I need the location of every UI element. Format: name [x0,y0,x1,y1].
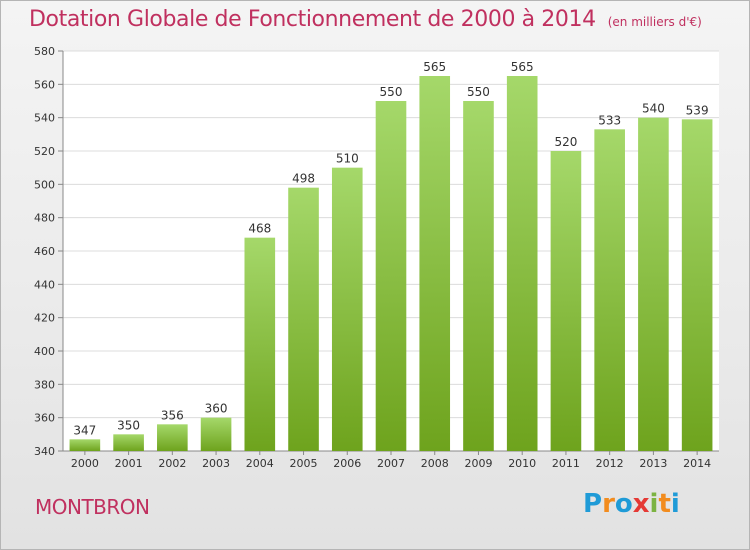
x-tick-label: 2008 [421,457,449,470]
x-tick-label: 2011 [552,457,580,470]
y-tick-label: 480 [34,212,55,225]
bar [594,129,625,452]
bar [288,187,319,451]
x-tick-label: 2013 [639,457,667,470]
data-label: 468 [248,222,271,236]
bar [506,76,538,451]
y-tick-label: 340 [34,445,55,458]
data-label: 498 [292,172,315,186]
chart-unit: (en milliers d'€) [607,15,702,29]
bar [463,101,494,451]
x-tick-label: 2012 [596,457,624,470]
logo-letter: r [602,489,615,519]
x-tick-label: 2003 [202,457,230,470]
y-tick-label: 380 [34,378,55,391]
x-tick-label: 2006 [333,457,361,470]
logo-letter: i [649,489,659,519]
bar [113,434,144,451]
x-tick-label: 2009 [464,457,492,470]
y-tick-label: 500 [34,178,55,191]
x-tick-label: 2010 [508,457,536,470]
data-label: 550 [467,85,490,99]
chart-title-text: Dotation Globale de Fonctionnement de 20… [29,7,596,32]
bar [550,151,582,451]
data-label: 510 [336,152,359,166]
commune-name: MONTBRON [35,495,150,519]
logo-letter: o [614,489,633,519]
data-label: 347 [73,423,96,437]
data-label: 520 [554,135,577,149]
y-tick-label: 520 [34,145,55,158]
logo-letter: x [632,489,650,519]
bar [157,424,188,451]
y-tick-label: 400 [34,345,55,358]
bar [638,117,669,452]
data-label: 550 [380,85,403,99]
data-label: 360 [205,402,228,416]
chart-title: Dotation Globale de Fonctionnement de 20… [29,7,702,32]
x-tick-label: 2014 [683,457,711,470]
y-tick-label: 580 [34,45,55,58]
y-tick-label: 420 [34,312,55,325]
y-tick-label: 360 [34,412,55,425]
data-label: 533 [598,113,621,127]
bar [200,417,232,451]
data-label: 356 [161,408,184,422]
x-tick-label: 2002 [158,457,186,470]
bar [69,439,101,451]
y-tick-label: 560 [34,78,55,91]
x-tick-label: 2000 [71,457,99,470]
logo-letter: t [658,489,671,519]
y-tick-label: 460 [34,245,55,258]
proxiti-logo: Proxiti [583,489,680,519]
data-label: 539 [686,103,709,117]
data-label: 540 [642,102,665,116]
bar [419,76,451,451]
y-tick-label: 440 [34,278,55,291]
data-label: 565 [511,60,534,74]
logo-letter: P [583,489,603,519]
y-tick-label: 540 [34,112,55,125]
bar [331,167,363,451]
x-tick-label: 2005 [290,457,318,470]
x-tick-label: 2007 [377,457,405,470]
data-label: 565 [423,60,446,74]
x-tick-label: 2001 [115,457,143,470]
bar [375,101,407,451]
logo-letter: i [670,489,680,519]
bar [681,119,713,451]
x-tick-label: 2004 [246,457,274,470]
data-label: 350 [117,418,140,432]
bar [244,237,276,451]
